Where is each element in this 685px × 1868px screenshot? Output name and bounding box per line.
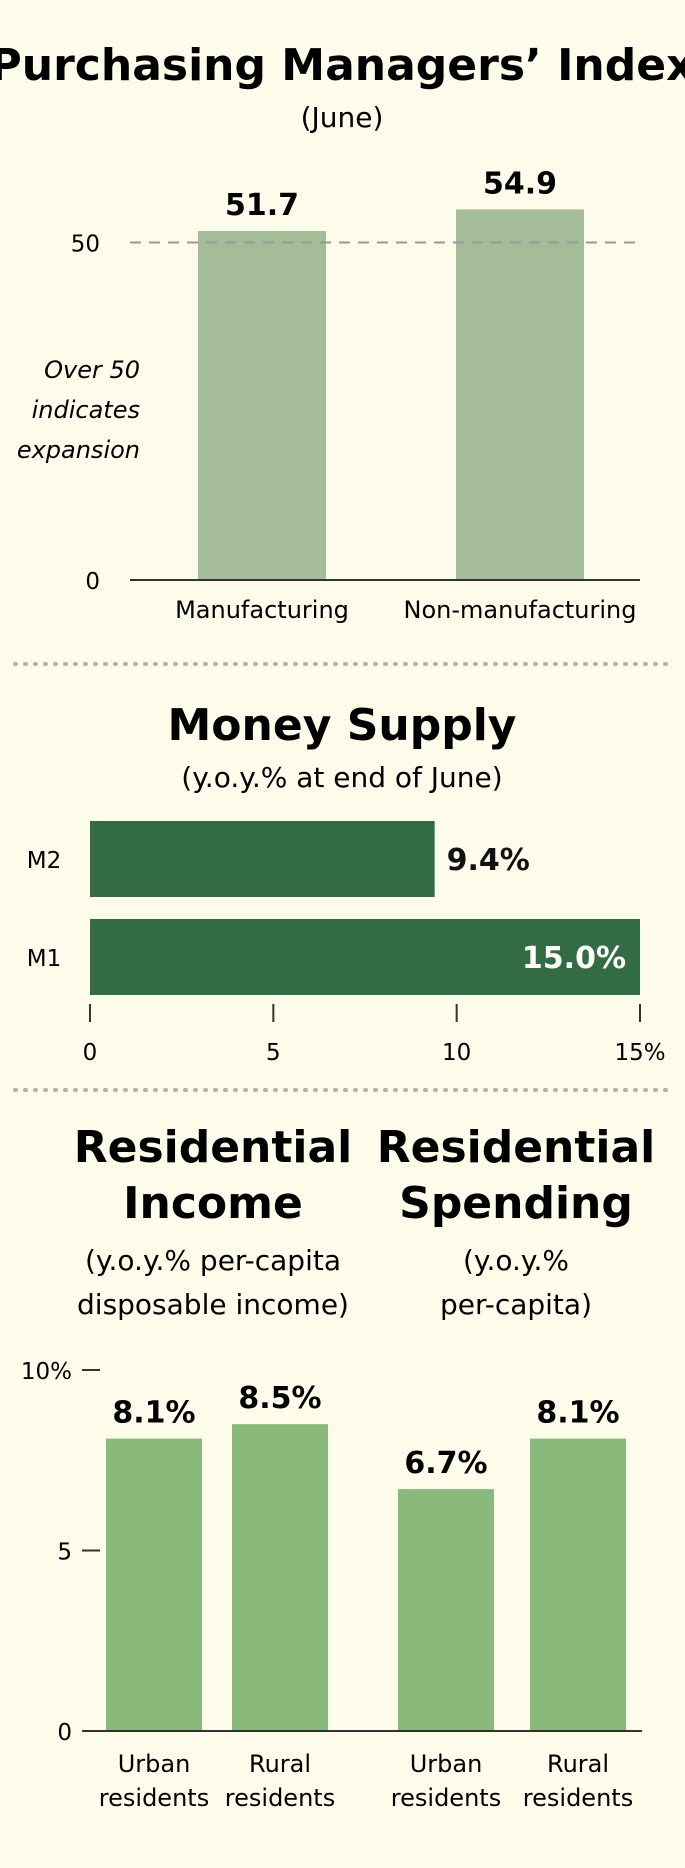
residential-bar (232, 1424, 328, 1731)
residential-category-label: residents (523, 1784, 633, 1812)
money-supply-x-tick-label: 0 (83, 1040, 98, 1066)
pmi-subtitle: (June) (301, 101, 384, 134)
pmi-bar (198, 231, 326, 580)
residential-value-label: 8.1% (112, 1396, 195, 1431)
residential-plot-area: 8.1% Urban residents 8.5% Rural residents 6.7%… (21, 1359, 642, 1812)
pmi-value-label: 54.9 (483, 166, 557, 201)
residential-bar (398, 1489, 494, 1731)
pmi-annotation-line-2: indicates (32, 396, 140, 424)
residential-category-label: residents (391, 1784, 501, 1812)
spending-title-line-1: Residential (377, 1122, 656, 1173)
residential-bar (106, 1438, 202, 1731)
pmi-annotation-line-1: Over 50 (44, 356, 140, 384)
income-subtitle-line-1: (y.o.y.% per-capita (85, 1244, 341, 1277)
residential-bar (530, 1438, 626, 1731)
pmi-bar (456, 209, 584, 581)
money-supply-title: Money Supply (168, 700, 517, 751)
spending-subtitle-line-2: per-capita) (440, 1288, 592, 1321)
residential-y-tick-label: 10% (21, 1359, 72, 1385)
income-subtitle-line-2: disposable income) (77, 1288, 349, 1321)
money-supply-bar (90, 919, 640, 995)
pmi-y-tick-label: 0 (85, 569, 100, 595)
residential-y-tick-label: 5 (57, 1540, 72, 1566)
money-supply-bar (90, 821, 435, 897)
pmi-category-label: Manufacturing (175, 596, 349, 624)
residential-category-label: residents (225, 1784, 335, 1812)
residential-category-label: Urban (410, 1750, 483, 1778)
residential-value-label: 8.5% (238, 1381, 321, 1416)
pmi-value-label: 51.7 (225, 188, 299, 223)
income-title-line-1: Residential (74, 1122, 353, 1173)
residential-category-label: Urban (118, 1750, 191, 1778)
money-supply-value-label: 15.0% (522, 941, 626, 976)
money-supply-x-tick-label: 15% (614, 1040, 665, 1066)
residential-category-label: Rural (547, 1750, 609, 1778)
income-title-line-2: Income (123, 1178, 303, 1229)
money-supply-x-tick-label: 10 (442, 1040, 471, 1066)
spending-subtitle-line-1: (y.o.y.% (463, 1244, 569, 1277)
money-supply-category-label: M1 (27, 946, 61, 972)
spending-title-line-2: Spending (399, 1178, 633, 1229)
residential-value-label: 6.7% (404, 1446, 487, 1481)
money-supply-subtitle: (y.o.y.% at end of June) (181, 761, 502, 794)
residential-value-label: 8.1% (536, 1396, 619, 1431)
pmi-annotation-line-3: expansion (17, 436, 140, 464)
money-supply-category-label: M2 (27, 848, 61, 874)
residential-category-label: residents (99, 1784, 209, 1812)
pmi-title: Purchasing Managers’ Index (0, 40, 685, 91)
money-supply-plot-area: M2 9.4% M1 15.0% 0 5 10 15% (27, 821, 666, 1066)
residential-y-tick-label: 0 (57, 1720, 72, 1746)
pmi-plot-area: 51.7 Manufacturing 54.9 Non-manufacturing 0 5… (71, 166, 640, 624)
residential-category-label: Rural (249, 1750, 311, 1778)
pmi-category-label: Non-manufacturing (404, 596, 637, 624)
pmi-y-tick-label: 50 (71, 232, 100, 258)
money-supply-x-tick-label: 5 (266, 1040, 281, 1066)
money-supply-value-label: 9.4% (447, 843, 530, 878)
